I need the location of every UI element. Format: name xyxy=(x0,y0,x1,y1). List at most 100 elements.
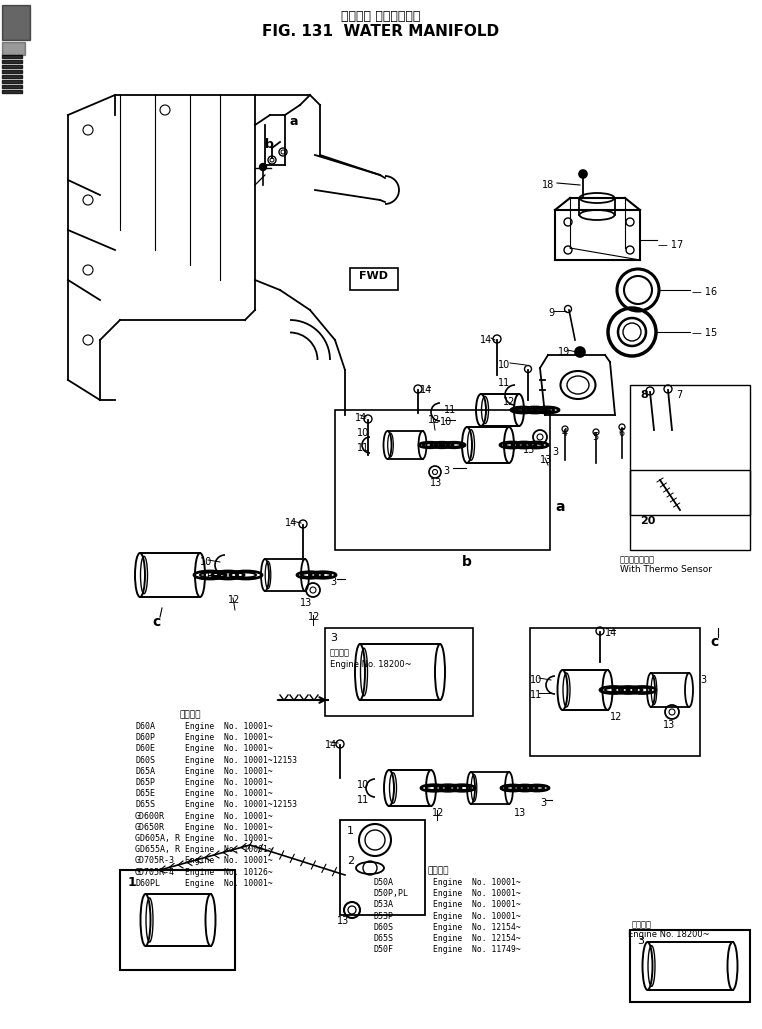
Text: Engine  No. 10001~: Engine No. 10001~ xyxy=(433,912,520,921)
Text: 19: 19 xyxy=(558,347,570,357)
Text: 3: 3 xyxy=(540,799,546,808)
Text: Engine  No. 12154~: Engine No. 12154~ xyxy=(433,934,520,943)
Text: c: c xyxy=(710,635,719,649)
Text: D60E: D60E xyxy=(135,744,155,753)
Bar xyxy=(120,870,235,970)
Text: D53P: D53P xyxy=(373,912,393,921)
Text: Engine  No. 10001~: Engine No. 10001~ xyxy=(185,845,273,854)
Text: 3: 3 xyxy=(330,577,336,587)
Text: Engine  No. 12154~: Engine No. 12154~ xyxy=(433,923,520,932)
Text: 13: 13 xyxy=(540,455,552,465)
Circle shape xyxy=(575,347,585,357)
Text: 7: 7 xyxy=(676,390,682,400)
Text: 11: 11 xyxy=(200,572,213,582)
Text: 13: 13 xyxy=(663,720,675,730)
Text: 14: 14 xyxy=(285,518,297,528)
Text: FWD: FWD xyxy=(360,271,389,281)
Text: With Thermo Sensor: With Thermo Sensor xyxy=(620,565,712,574)
Text: GD650R: GD650R xyxy=(135,823,165,831)
Text: Engine  No. 10001~: Engine No. 10001~ xyxy=(185,789,273,799)
Text: Engine  No. 10001~: Engine No. 10001~ xyxy=(185,856,273,865)
Text: Engine  No. 10001~: Engine No. 10001~ xyxy=(185,767,273,776)
Text: — 15: — 15 xyxy=(692,328,717,338)
Text: 5: 5 xyxy=(592,432,598,442)
Text: 3: 3 xyxy=(700,675,706,685)
Text: D65A: D65A xyxy=(135,767,155,776)
Text: 20: 20 xyxy=(640,516,655,526)
Text: Engine  No. 10001~: Engine No. 10001~ xyxy=(433,878,520,887)
Text: 14: 14 xyxy=(420,385,432,395)
Text: 11: 11 xyxy=(357,795,370,805)
Text: 10: 10 xyxy=(530,675,543,685)
Text: 12: 12 xyxy=(610,712,623,722)
Text: 13: 13 xyxy=(300,598,312,608)
Text: Engine  No. 10001~: Engine No. 10001~ xyxy=(185,734,273,742)
Text: 10: 10 xyxy=(200,557,213,567)
Text: c: c xyxy=(152,615,160,629)
Text: 3: 3 xyxy=(637,936,644,946)
Text: D60S: D60S xyxy=(373,923,393,932)
Text: — 16: — 16 xyxy=(692,287,717,297)
Text: 3: 3 xyxy=(330,633,337,643)
Bar xyxy=(530,628,700,756)
Text: Engine  No. 10001~: Engine No. 10001~ xyxy=(185,778,273,787)
Text: D50F: D50F xyxy=(373,946,393,954)
Text: D60A: D60A xyxy=(135,722,155,731)
Text: 10: 10 xyxy=(498,360,511,370)
Text: 2: 2 xyxy=(347,856,354,866)
Text: a: a xyxy=(290,115,299,128)
Text: 6: 6 xyxy=(618,428,624,438)
Text: GD600R: GD600R xyxy=(135,812,165,820)
Text: 11: 11 xyxy=(498,378,511,388)
Text: 3: 3 xyxy=(443,466,449,476)
Text: D60P: D60P xyxy=(135,734,155,742)
Text: 9: 9 xyxy=(548,308,554,318)
Text: 14: 14 xyxy=(325,740,338,750)
Text: D50P,PL: D50P,PL xyxy=(373,889,408,898)
Text: Engine  No. 10126~: Engine No. 10126~ xyxy=(185,867,273,877)
Text: 12: 12 xyxy=(308,612,320,622)
Text: Engine  No. 10001~: Engine No. 10001~ xyxy=(185,722,273,731)
Bar xyxy=(335,410,550,549)
Text: Engine  No. 10001~: Engine No. 10001~ xyxy=(185,812,273,820)
Bar xyxy=(630,470,750,549)
Text: 12: 12 xyxy=(428,415,440,425)
Bar xyxy=(340,820,425,915)
Text: D65E: D65E xyxy=(135,789,155,799)
Text: 12: 12 xyxy=(503,397,515,407)
Text: ウォータ マニホールド: ウォータ マニホールド xyxy=(341,10,421,23)
Text: サーモセンサ付: サーモセンサ付 xyxy=(620,555,655,564)
Text: D60S: D60S xyxy=(135,755,155,765)
Text: D65S: D65S xyxy=(135,801,155,810)
Text: GD605A, R: GD605A, R xyxy=(135,833,180,843)
Text: 18: 18 xyxy=(542,180,554,190)
Text: GD655A, R: GD655A, R xyxy=(135,845,180,854)
Text: 10: 10 xyxy=(357,428,370,438)
Text: 13: 13 xyxy=(523,445,535,455)
Text: Engine No. 18200~: Engine No. 18200~ xyxy=(628,930,709,939)
Text: 10: 10 xyxy=(357,780,370,790)
Text: Engine  No. 10001~12153: Engine No. 10001~12153 xyxy=(185,801,297,810)
Text: 適用機種: 適用機種 xyxy=(427,866,449,875)
Text: 14: 14 xyxy=(605,628,617,638)
Text: 13: 13 xyxy=(430,478,442,488)
Text: 3: 3 xyxy=(552,447,558,457)
Text: D53A: D53A xyxy=(373,900,393,910)
Text: FIG. 131  WATER MANIFOLD: FIG. 131 WATER MANIFOLD xyxy=(262,24,500,39)
Text: — 17: — 17 xyxy=(658,240,684,250)
Text: b: b xyxy=(265,138,274,151)
Text: 8: 8 xyxy=(640,390,648,400)
Text: 13: 13 xyxy=(514,808,527,818)
Text: D50A: D50A xyxy=(373,878,393,887)
Text: Engine  No. 11749~: Engine No. 11749~ xyxy=(433,946,520,954)
Text: Engine  No. 10001~: Engine No. 10001~ xyxy=(433,889,520,898)
Text: 適用機種: 適用機種 xyxy=(632,920,652,929)
Text: Engine  No. 10001~: Engine No. 10001~ xyxy=(433,900,520,910)
Bar xyxy=(630,930,750,1002)
Text: 11: 11 xyxy=(530,690,543,700)
Text: a: a xyxy=(555,500,565,514)
Text: 14: 14 xyxy=(355,413,367,423)
Text: Engine  No. 10001~: Engine No. 10001~ xyxy=(185,879,273,888)
Text: D65S: D65S xyxy=(373,934,393,943)
Text: Engine  No. 10001~: Engine No. 10001~ xyxy=(185,833,273,843)
